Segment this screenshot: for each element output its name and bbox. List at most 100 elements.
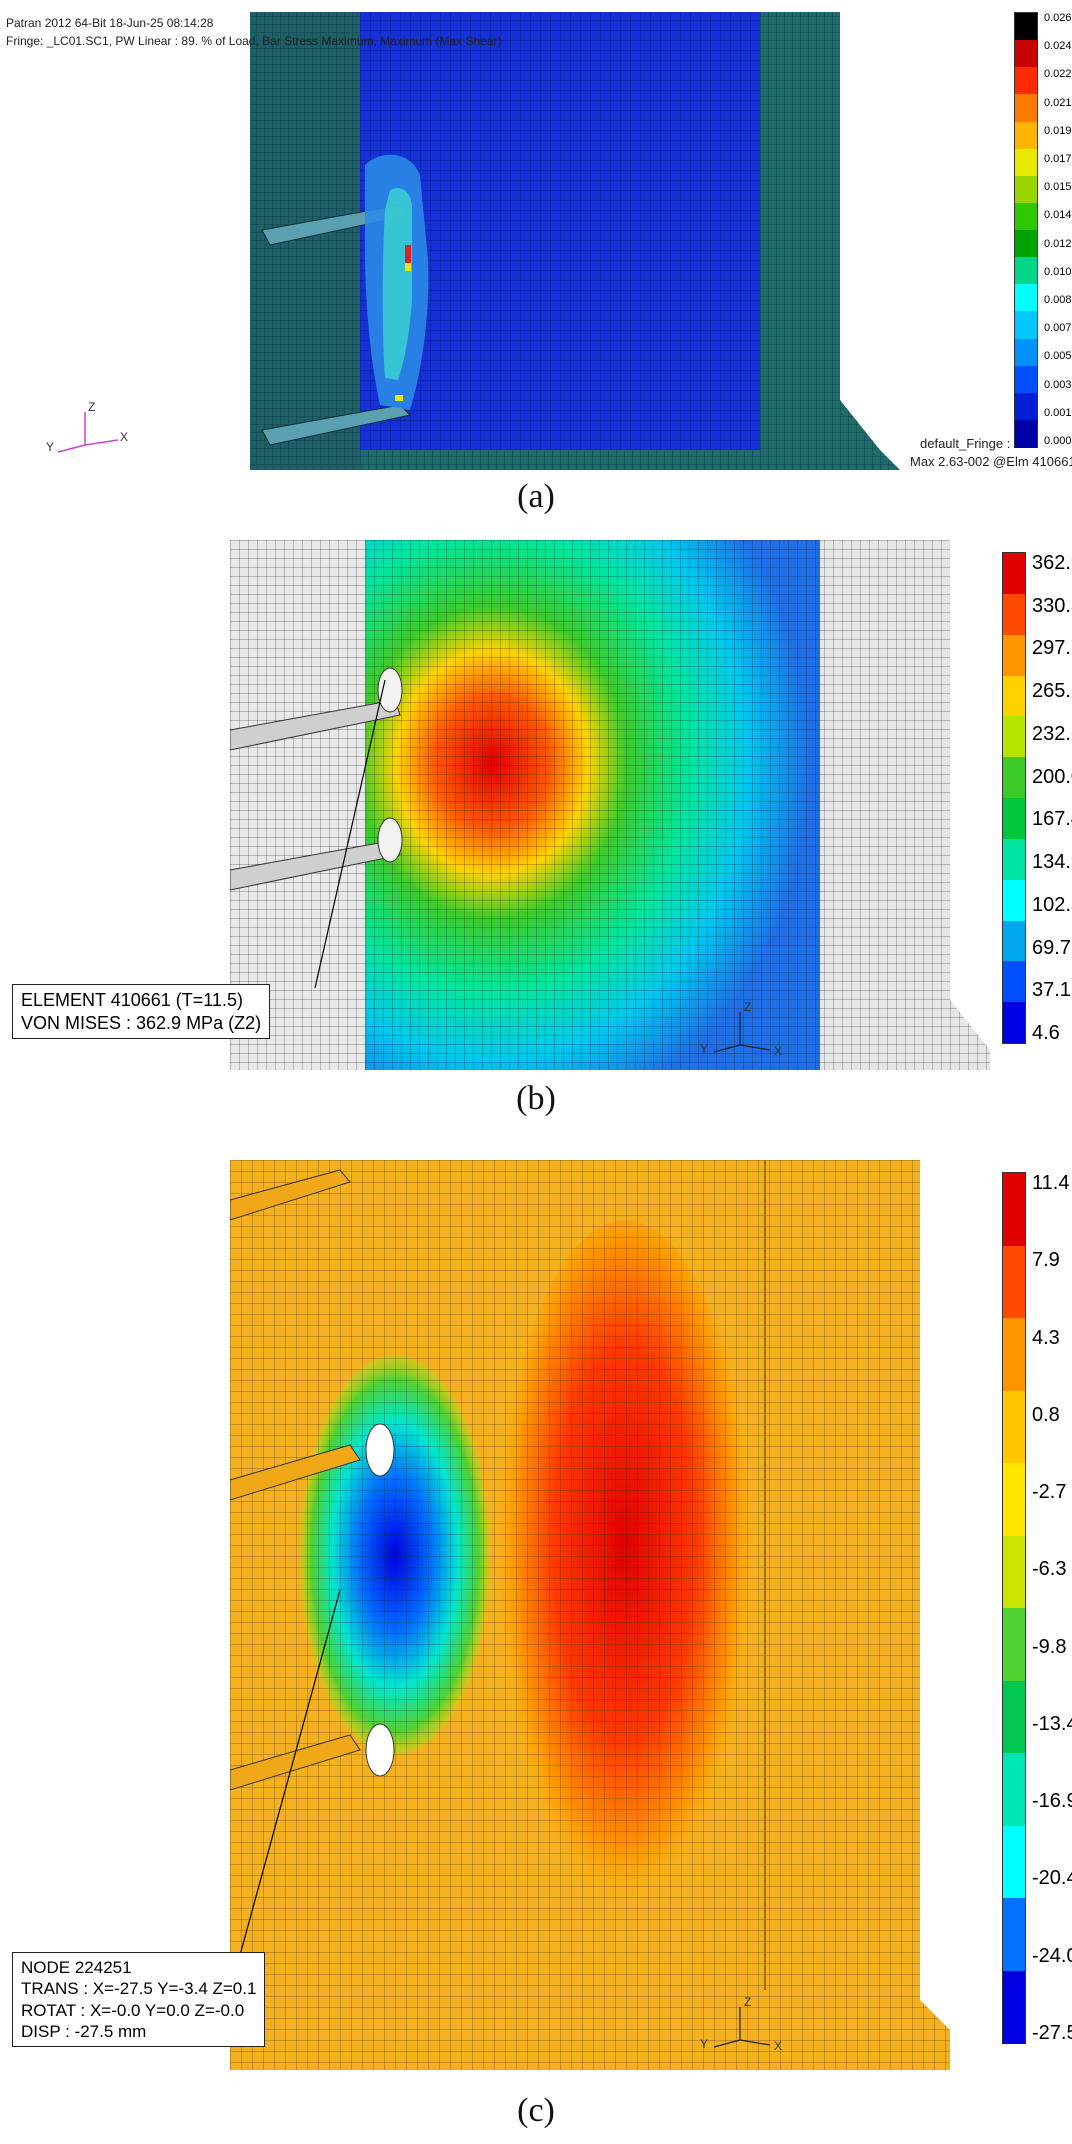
- panel-c: Z Y X NODE 224251 TRANS : X=-27.5 Y=-3.4…: [0, 1160, 1072, 2144]
- triad-x-label: X: [774, 1044, 783, 1058]
- legend-tick-label: 37.1: [1032, 979, 1071, 1002]
- probe-trans-line: TRANS : X=-27.5 Y=-3.4 Z=0.1: [21, 1979, 257, 1999]
- panel-a-legend-bar: [1014, 12, 1038, 448]
- triad-y-label: Y: [46, 440, 55, 454]
- legend-swatch: [1015, 13, 1037, 41]
- legend-swatch: [1003, 798, 1025, 839]
- panel-a-mesh-render: [250, 12, 900, 470]
- legend-tick-label: 0.02450: [1044, 40, 1072, 53]
- panel-b-color-legend: 362.9 330.3 297.7 265.2 232.6 200.0 167.4 134.9…: [1002, 552, 1072, 1044]
- legend-swatch: [1003, 1898, 1025, 1971]
- legend-tick-label: 0.02625: [1044, 12, 1072, 24]
- legend-swatch: [1003, 716, 1025, 758]
- panel-a-axis-triad: Z Y X: [40, 400, 130, 460]
- legend-swatch: [1003, 634, 1025, 676]
- legend-swatch: [1003, 675, 1025, 717]
- legend-tick-label: 362.9: [1032, 552, 1072, 574]
- legend-tick-label: -6.3: [1032, 1558, 1067, 1581]
- panel-c-color-legend: 11.4 7.9 4.3 0.8 -2.7 -6.3 -9.8 -13.4 -16.9 -20.4…: [1002, 1172, 1072, 2044]
- legend-tick-label: 0.00875: [1044, 294, 1072, 306]
- legend-swatch: [1003, 1608, 1025, 1681]
- legend-tick-label: 69.7: [1032, 936, 1071, 959]
- legend-tick-label: 0.01050: [1044, 265, 1072, 278]
- triad-x-label: X: [120, 430, 129, 444]
- legend-swatch: [1003, 757, 1025, 799]
- panel-a-caption: (a): [517, 478, 555, 515]
- legend-swatch: [1003, 961, 1025, 1003]
- panel-b-probe-info-box: ELEMENT 410661 (T=11.5) VON MISES : 362.…: [12, 984, 271, 1039]
- panel-a-color-legend: 0.02625 0.02450 0.02275 0.02100 0.01925 0.017…: [1014, 12, 1072, 448]
- legend-tick-label: 11.4: [1032, 1172, 1070, 1194]
- panel-b-legend-bar: [1002, 552, 1026, 1044]
- legend-swatch: [1003, 879, 1025, 921]
- legend-swatch: [1003, 1680, 1025, 1754]
- panel-a-footer-line2: Max 2.63-002 @Elm 410661.1: [910, 454, 1072, 469]
- legend-swatch: [1015, 202, 1037, 231]
- legend-tick-label: 0.00700: [1044, 322, 1072, 335]
- legend-tick-label: -2.7: [1032, 1481, 1067, 1504]
- legend-swatch: [1003, 920, 1025, 962]
- legend-tick-label: 0.01925: [1044, 124, 1072, 137]
- triad-z-label: Z: [88, 400, 96, 414]
- legend-swatch: [1015, 365, 1037, 394]
- legend-tick-label: 4.3: [1032, 1326, 1060, 1349]
- legend-tick-label: 102.3: [1032, 893, 1072, 916]
- legend-tick-label: 330.3: [1032, 594, 1072, 617]
- probe-disp-line: DISP : -27.5 mm: [21, 2021, 147, 2041]
- legend-swatch: [1015, 392, 1037, 421]
- legend-swatch: [1003, 593, 1025, 635]
- panel-a-viewport: Patran 2012 64-Bit 18-Jun-25 08:14:28 Fr…: [0, 0, 1072, 470]
- legend-swatch: [1003, 1173, 1025, 1246]
- legend-tick-label: -16.9: [1032, 1790, 1072, 1813]
- panel-c-legend-bar: [1002, 1172, 1026, 2044]
- legend-swatch: [1003, 553, 1025, 594]
- panel-b: Z Y X ELEMENT 410661 (T=11.5) VON MISES …: [0, 540, 1072, 1130]
- legend-swatch: [1015, 40, 1037, 69]
- legend-tick-label: 0.00175: [1044, 406, 1072, 419]
- legend-swatch: [1003, 1318, 1025, 1391]
- panel-b-axis-triad: Z Y X: [700, 1000, 790, 1060]
- panel-a-header-line1: Patran 2012 64-Bit 18-Jun-25 08:14:28: [6, 16, 214, 30]
- legend-swatch: [1003, 1002, 1025, 1044]
- legend-tick-label: 4.6: [1032, 1022, 1060, 1044]
- legend-tick-label: 297.7: [1032, 637, 1072, 660]
- legend-tick-label: -20.4: [1032, 1867, 1072, 1890]
- panel-c-caption: (c): [517, 2092, 555, 2129]
- legend-tick-label: 265.2: [1032, 680, 1072, 703]
- legend-tick-label: 0.01575: [1044, 181, 1072, 194]
- triad-x-label: X: [774, 2039, 783, 2053]
- legend-swatch: [1015, 175, 1037, 204]
- triad-z-label: Z: [744, 1000, 752, 1014]
- legend-tick-label: 167.4: [1032, 808, 1072, 831]
- probe-node-line: NODE 224251: [21, 1958, 132, 1977]
- panel-a-header-line2: Fringe: _LC01.SC1, PW Linear : 89. % of …: [6, 34, 502, 48]
- legend-swatch: [1015, 230, 1037, 258]
- legend-tick-label: 232.6: [1032, 722, 1072, 745]
- panel-a: Patran 2012 64-Bit 18-Jun-25 08:14:28 Fr…: [0, 0, 1072, 520]
- legend-swatch: [1015, 148, 1037, 177]
- probe-element-line: ELEMENT 410661 (T=11.5): [21, 990, 243, 1010]
- legend-tick-label: 200.0: [1032, 765, 1072, 788]
- triad-z-label: Z: [744, 1995, 752, 2009]
- panel-c-viewport: Z Y X: [230, 1160, 1072, 2070]
- panel-b-viewport: Z Y X: [230, 540, 1072, 1070]
- legend-swatch: [1015, 284, 1037, 313]
- legend-tick-label: 134.9: [1032, 851, 1072, 874]
- legend-tick-label: 0.01225: [1044, 237, 1072, 250]
- legend-swatch: [1015, 94, 1037, 123]
- legend-tick-label: 0.01750: [1044, 153, 1072, 165]
- legend-tick-label: 0.8: [1032, 1403, 1060, 1426]
- legend-swatch: [1015, 121, 1037, 150]
- legend-swatch: [1015, 67, 1037, 96]
- legend-tick-label: 0.02100: [1044, 96, 1072, 109]
- legend-swatch: [1015, 311, 1037, 340]
- legend-tick-label: 0.00000: [1044, 435, 1072, 447]
- panel-c-mesh-render: [230, 1160, 1072, 2070]
- legend-swatch: [1003, 838, 1025, 880]
- panel-a-footer-line1: default_Fringe :: [920, 436, 1011, 451]
- panel-c-axis-triad: Z Y X: [700, 1995, 790, 2055]
- legend-swatch: [1003, 1970, 1025, 2044]
- legend-tick-label: 0.00525: [1044, 350, 1072, 363]
- triad-y-label: Y: [700, 1042, 709, 1056]
- legend-tick-label: 0.02275: [1044, 68, 1072, 81]
